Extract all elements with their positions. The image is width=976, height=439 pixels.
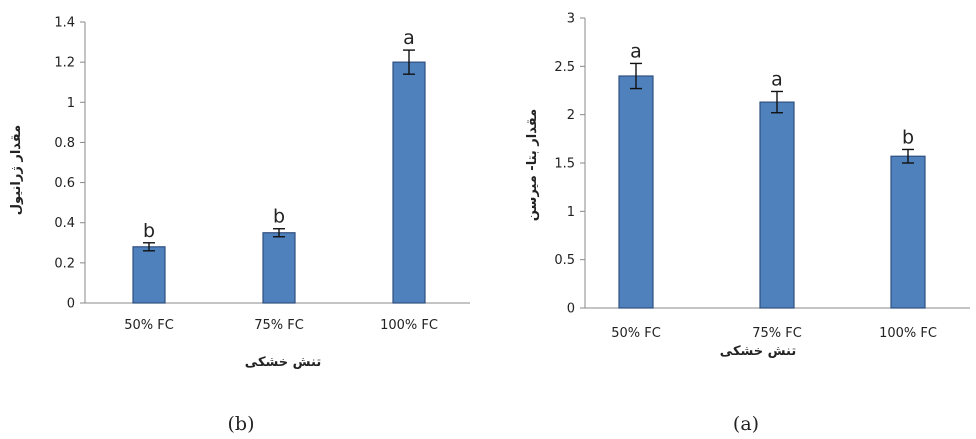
y-tick-label: 0.5 — [554, 253, 575, 268]
significance-letter: b — [273, 206, 285, 228]
y-tick-label: 3 — [567, 12, 575, 27]
chart-a: مقدار بتا- میرسن 0 0.5 1 1.5 2 2.5 3 a a b 50% F… — [488, 0, 976, 435]
y-tick-label: 0.2 — [54, 256, 75, 271]
y-tick-label: 0 — [567, 302, 575, 317]
y-tick-label: 2 — [567, 108, 575, 123]
bar — [759, 101, 795, 309]
bar — [392, 61, 426, 304]
bar — [890, 155, 926, 309]
x-tick-label: 75% FC — [254, 318, 304, 333]
y-tick-label: 1.5 — [554, 157, 575, 172]
chart-a-svg: مقدار بتا- میرسن 0 0.5 1 1.5 2 2.5 3 a a b 50% F… — [525, 12, 970, 435]
significance-letter: a — [403, 27, 415, 49]
y-tick-label: 0.6 — [54, 176, 75, 191]
y-tick-label: 0.8 — [54, 136, 75, 151]
y-tick-label: 1.2 — [54, 56, 75, 71]
y-axis-title: مقدار بتا- میرسن — [525, 109, 540, 221]
chart-b: مقدار ژرانیول 0 0.2 0.4 0.6 0.8 1 1.2 1.4 b b a 5… — [0, 0, 488, 435]
significance-letter: b — [902, 126, 914, 148]
y-tick-label: 1 — [67, 96, 75, 111]
bar — [262, 232, 296, 304]
significance-letter: a — [771, 68, 783, 90]
y-tick-label: 1.4 — [54, 16, 75, 31]
x-tick-label: 50% FC — [124, 318, 174, 333]
y-axis-label: مقدار بتا- میرسن — [525, 109, 540, 221]
y-tick-label: 1 — [567, 205, 575, 220]
y-tick-label: 0 — [67, 297, 75, 312]
panel-label: (a) — [733, 413, 759, 435]
x-tick-label: 50% FC — [611, 326, 661, 341]
y-axis-label: مقدار ژرانیول — [9, 125, 24, 215]
x-tick-label: 75% FC — [752, 326, 802, 341]
panel-label: (b) — [228, 413, 255, 435]
x-axis-title: تنش خشکی — [720, 344, 796, 359]
x-axis-title: تنش خشکی — [245, 355, 321, 370]
y-tick-label: 2.5 — [554, 60, 575, 75]
bar — [618, 75, 654, 309]
y-tick-label: 0.4 — [54, 216, 75, 231]
chart-b-svg: مقدار ژرانیول 0 0.2 0.4 0.6 0.8 1 1.2 1.4 b b a 5… — [9, 16, 470, 435]
significance-letter: b — [143, 220, 155, 242]
x-tick-label: 100% FC — [879, 326, 937, 341]
x-tick-label: 100% FC — [380, 318, 438, 333]
bar — [132, 246, 166, 304]
significance-letter: a — [630, 40, 642, 62]
y-axis-title: مقدار ژرانیول — [9, 125, 24, 215]
